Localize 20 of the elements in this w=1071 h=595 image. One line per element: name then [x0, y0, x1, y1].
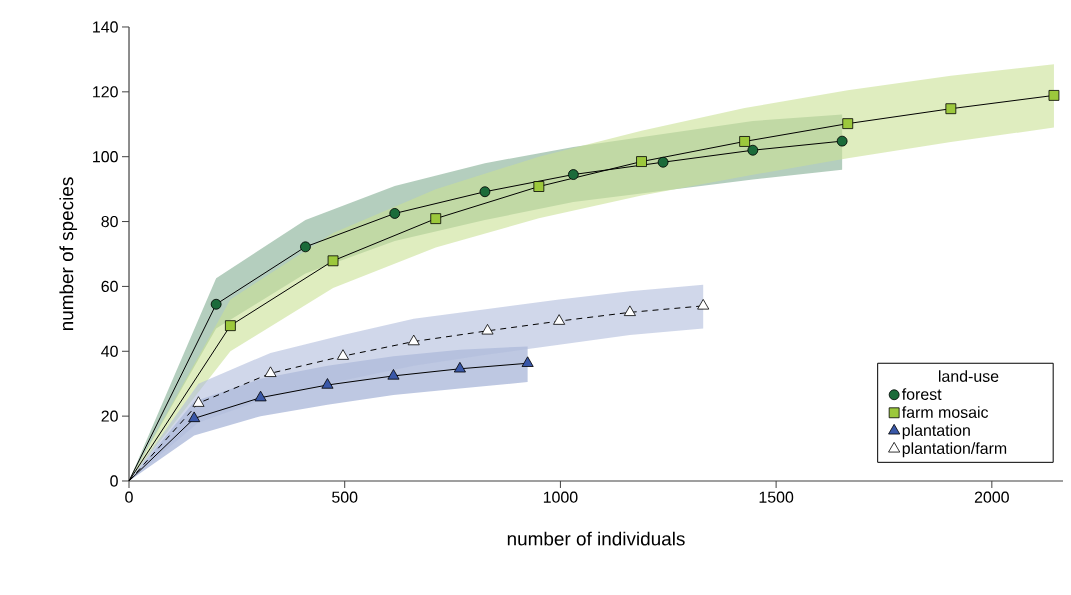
legend-label: forest: [901, 388, 942, 400]
legend-label: farm mosaic: [901, 406, 989, 418]
legend-label: plantation/farm: [902, 442, 1007, 458]
x-tick-label: 1000: [543, 491, 578, 503]
y-tick-label: 100: [93, 151, 118, 163]
y-tick-label: 60: [101, 280, 118, 293]
x-axis-title: number of individuals: [507, 531, 685, 546]
y-tick-label: 40: [101, 345, 118, 357]
y-tick-label: 0: [110, 475, 118, 487]
legend-label: plantation: [902, 424, 970, 440]
x-tick-label: 2000: [974, 491, 1009, 503]
y-tick-label: 20: [101, 410, 118, 422]
y-tick-label: 120: [93, 86, 118, 98]
y-tick-label: 140: [93, 21, 118, 33]
legend-title: land-use: [939, 370, 999, 382]
y-tick-label: 80: [101, 215, 118, 228]
x-tick-label: 500: [332, 491, 358, 503]
x-tick-label: 1500: [759, 491, 794, 503]
y-axis-title: number of species: [59, 177, 78, 331]
x-tick-label: 0: [125, 491, 133, 503]
